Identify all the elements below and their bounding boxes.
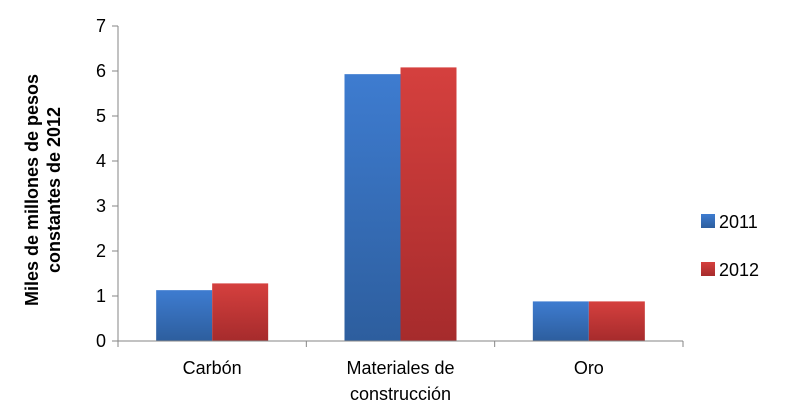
x-category-label: Materiales de [346,358,454,378]
y-tick-label: 7 [96,16,106,36]
legend-label-2012: 2012 [719,260,759,280]
x-category-label: Oro [574,358,604,378]
bar-2011-2 [532,301,589,341]
bar-2011-0 [156,290,213,341]
y-tick-label: 6 [96,61,106,81]
y-axis-title: Miles de millones de pesos constantes de… [22,74,64,306]
legend-swatch-2012 [701,262,715,276]
x-axis-labels: Carbón Materiales de construcción Oro [117,341,684,404]
legend: 2011 2012 [701,212,759,280]
y-axis-ticks: 0 1 2 3 4 5 6 7 [96,16,118,351]
bar-2012-0 [212,283,269,341]
y-tick-label: 3 [96,196,106,216]
bar-2012-1 [400,67,457,342]
bars [156,67,645,342]
y-axis-title-line-2: constantes de 2012 [44,107,64,273]
bar-2012-2 [588,301,645,341]
x-category-label: Carbón [183,358,242,378]
legend-label-2011: 2011 [719,212,758,232]
legend-swatch-2011 [701,214,715,228]
y-tick-label: 0 [96,331,106,351]
y-tick-label: 4 [96,151,106,171]
x-category-label: construcción [350,384,451,404]
y-tick-label: 2 [96,241,106,261]
y-axis-title-line-1: Miles de millones de pesos [22,74,42,306]
bar-2011-1 [344,74,401,342]
y-tick-label: 5 [96,106,106,126]
y-tick-label: 1 [96,286,106,306]
